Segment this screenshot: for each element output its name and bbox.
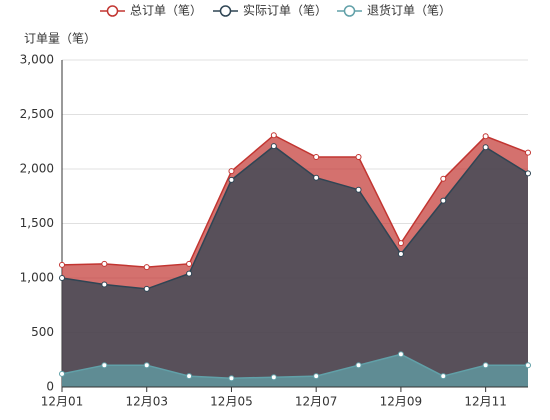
point bbox=[186, 373, 193, 380]
point bbox=[313, 373, 320, 380]
y-tick-label: 2,000 bbox=[20, 162, 54, 176]
y-tick-label: 0 bbox=[46, 380, 54, 394]
point bbox=[482, 133, 489, 140]
point bbox=[228, 375, 235, 382]
legend-label: 退货订单（笔） bbox=[367, 3, 451, 18]
x-tick-label: 12月01 bbox=[41, 395, 84, 409]
point bbox=[440, 175, 447, 182]
point bbox=[482, 362, 489, 369]
point bbox=[101, 362, 108, 369]
point bbox=[355, 154, 362, 161]
point bbox=[143, 264, 150, 271]
point bbox=[313, 174, 320, 181]
point bbox=[143, 285, 150, 292]
line bbox=[61, 134, 529, 268]
area-fill bbox=[62, 146, 528, 387]
legend-icon bbox=[106, 5, 119, 17]
point bbox=[525, 170, 531, 177]
point bbox=[59, 275, 65, 281]
point bbox=[482, 144, 489, 151]
x-tick-label: 12月05 bbox=[210, 395, 253, 409]
legend-label: 总订单（笔） bbox=[130, 3, 202, 18]
point bbox=[440, 373, 447, 380]
y-axis-label: 订单量（笔） bbox=[24, 31, 96, 46]
point bbox=[355, 186, 362, 193]
x-tick-label: 12月07 bbox=[295, 395, 338, 409]
point bbox=[397, 351, 404, 358]
point bbox=[355, 362, 362, 369]
y-tick-label: 3,000 bbox=[20, 53, 54, 67]
y-tick-label: 2,500 bbox=[20, 107, 54, 121]
point bbox=[101, 260, 108, 267]
y-tick-label: 1,000 bbox=[20, 271, 54, 285]
x-tick-label: 12月03 bbox=[125, 395, 168, 409]
point bbox=[270, 143, 277, 150]
line bbox=[61, 353, 528, 380]
line bbox=[61, 145, 529, 290]
point bbox=[59, 261, 65, 268]
point bbox=[186, 270, 193, 277]
y-tick-label: 1,500 bbox=[20, 216, 54, 230]
point bbox=[186, 260, 193, 267]
point bbox=[440, 197, 447, 204]
x-tick-label: 12月09 bbox=[380, 395, 423, 409]
legend-icon bbox=[219, 5, 232, 17]
point bbox=[101, 281, 108, 288]
point bbox=[397, 251, 404, 258]
y-tick-label: 500 bbox=[31, 325, 54, 339]
legend-icon bbox=[343, 5, 356, 17]
point bbox=[313, 154, 320, 161]
point bbox=[228, 176, 235, 183]
point bbox=[270, 374, 277, 381]
legend-label: 实际订单（笔） bbox=[243, 3, 327, 18]
point bbox=[270, 132, 277, 139]
area-fill bbox=[62, 354, 528, 387]
point bbox=[525, 149, 531, 156]
x-tick-label: 12月11 bbox=[464, 395, 507, 409]
point bbox=[525, 362, 531, 369]
point bbox=[59, 370, 65, 377]
point bbox=[397, 240, 404, 247]
point bbox=[228, 168, 235, 175]
point bbox=[143, 362, 150, 369]
